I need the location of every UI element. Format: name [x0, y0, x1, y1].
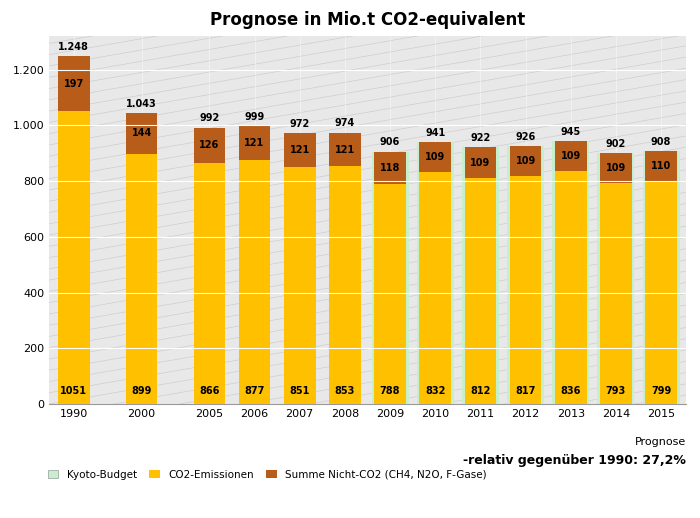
Text: 110: 110 [651, 161, 671, 171]
Text: 118: 118 [380, 163, 400, 173]
Bar [552, 141, 589, 404]
Text: 144: 144 [132, 128, 152, 138]
Bar [58, 56, 90, 111]
Bar [126, 113, 158, 153]
Text: 126: 126 [199, 140, 220, 150]
Text: 121: 121 [335, 145, 355, 154]
Text: 1.248: 1.248 [58, 42, 90, 52]
Text: 866: 866 [199, 386, 220, 396]
Legend: Kyoto-Budget, CO2-Emissionen, Summe Nicht-CO2 (CH4, N2O, F-Gase): Kyoto-Budget, CO2-Emissionen, Summe Nich… [48, 470, 486, 480]
Bar [239, 126, 270, 160]
Bar [194, 127, 225, 163]
Text: 812: 812 [470, 386, 491, 396]
Text: 926: 926 [515, 132, 536, 142]
Text: 799: 799 [651, 386, 671, 396]
Title: Prognose in Mio.t CO2-equivalent: Prognose in Mio.t CO2-equivalent [210, 11, 525, 29]
Text: 853: 853 [335, 386, 355, 396]
Bar [645, 181, 677, 404]
Bar [555, 141, 587, 171]
Text: 899: 899 [132, 386, 152, 396]
Bar [372, 152, 409, 404]
Bar [510, 146, 541, 177]
Bar [510, 177, 541, 404]
Bar [643, 151, 680, 404]
Text: 972: 972 [290, 119, 310, 129]
Text: 902: 902 [606, 138, 626, 149]
Text: 121: 121 [244, 138, 265, 148]
Text: 109: 109 [470, 157, 491, 168]
Bar [284, 167, 316, 404]
Bar [598, 153, 634, 404]
Bar [329, 166, 360, 404]
Bar [462, 147, 499, 404]
Bar [465, 148, 496, 178]
Text: 877: 877 [244, 386, 265, 396]
Text: 817: 817 [515, 386, 536, 396]
Bar [284, 133, 316, 167]
Text: 121: 121 [290, 145, 310, 155]
Text: Prognose: Prognose [635, 437, 686, 447]
Bar [329, 133, 360, 166]
Text: 922: 922 [470, 133, 491, 143]
Text: 836: 836 [561, 386, 581, 396]
Text: 109: 109 [515, 156, 536, 166]
Bar [600, 183, 632, 404]
Text: 999: 999 [244, 111, 265, 122]
Bar [555, 171, 587, 404]
Bar [507, 146, 544, 404]
Text: 906: 906 [380, 137, 400, 148]
Bar [239, 160, 270, 404]
Bar [465, 178, 496, 404]
Text: 788: 788 [380, 386, 400, 396]
Text: 974: 974 [335, 119, 355, 128]
Bar [416, 142, 454, 404]
Bar [419, 172, 451, 404]
Text: -relativ gegenüber 1990: 27,2%: -relativ gegenüber 1990: 27,2% [463, 454, 686, 467]
Bar [374, 152, 406, 184]
Text: 992: 992 [199, 113, 220, 123]
Bar [600, 153, 632, 183]
Text: 109: 109 [606, 163, 626, 173]
Bar [419, 142, 451, 172]
Text: 109: 109 [561, 151, 581, 161]
Bar [58, 111, 90, 404]
Text: 1.043: 1.043 [126, 99, 157, 109]
Bar [645, 151, 677, 181]
Bar [374, 184, 406, 404]
Text: 945: 945 [561, 126, 581, 137]
Text: 908: 908 [651, 137, 671, 147]
Text: 793: 793 [606, 386, 626, 396]
Bar [194, 163, 225, 404]
Text: 109: 109 [425, 152, 445, 162]
Text: 197: 197 [64, 79, 84, 89]
Text: 851: 851 [290, 386, 310, 396]
Text: 941: 941 [425, 127, 445, 138]
Text: 832: 832 [425, 386, 445, 396]
Bar [126, 153, 158, 404]
Text: 1051: 1051 [60, 386, 88, 396]
